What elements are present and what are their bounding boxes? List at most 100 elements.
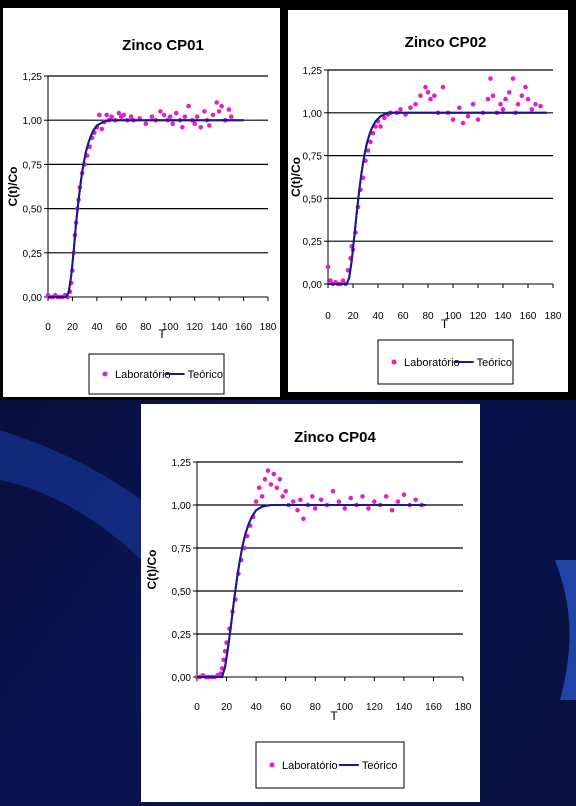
lab-data-point [460, 120, 466, 126]
y-tick-label: 0,75 [23, 160, 43, 171]
lab-data-point [340, 278, 346, 283]
y-tick-label: 1,00 [172, 501, 192, 512]
lab-data-point [194, 114, 200, 119]
lab-data-point [277, 476, 283, 482]
lab-data-point [370, 131, 376, 136]
y-tick-label: 0,75 [172, 544, 192, 555]
x-tick-label: 40 [251, 702, 263, 713]
lab-data-point [265, 468, 271, 473]
lab-data-point [413, 101, 418, 107]
lab-data-point [186, 103, 191, 109]
x-tick-label: 0 [194, 702, 200, 713]
lab-data-point [121, 112, 127, 118]
lab-data-point [475, 117, 481, 122]
y-tick-label: 0,25 [303, 237, 323, 248]
x-tick-label: 20 [347, 311, 359, 322]
lab-data-point [368, 139, 373, 145]
lab-data-point [174, 110, 179, 116]
lab-data-point [503, 96, 508, 102]
x-tick-label: 80 [310, 702, 322, 713]
y-tick-label: 0,25 [172, 630, 192, 641]
x-tick-label: 160 [425, 702, 442, 713]
lab-data-point [99, 126, 105, 132]
lab-data-point [440, 84, 446, 90]
lab-data-point [116, 110, 122, 116]
lab-data-point [395, 499, 401, 504]
lab-data-point [268, 482, 274, 487]
legend-box [377, 339, 514, 385]
chart-cp01: Zinco CP01 0,00 0,25 0,50 0,75 1,00 1,25 0 20 40 6… [6, 37, 277, 395]
lab-data-point [330, 488, 336, 494]
lab-data-point [226, 107, 232, 112]
lab-data-point [104, 112, 109, 118]
lab-data-point [295, 507, 300, 513]
x-tick-label: 100 [445, 311, 462, 322]
lab-data-point [192, 121, 197, 126]
y-tick-label: 1,25 [172, 458, 192, 469]
lab-data-point [378, 124, 383, 129]
lab-data-point [290, 499, 296, 504]
lab-data-point [529, 107, 535, 112]
lab-data-point [398, 107, 403, 112]
lab-data-point [408, 105, 413, 110]
x-tick-label: 120 [186, 322, 203, 333]
lab-data-point [498, 101, 503, 107]
lab-data-point [222, 648, 228, 654]
lab-data-point [143, 121, 149, 126]
x-tick-label: 0 [45, 322, 51, 333]
chart-panel-cp01: Zinco CP01 0,00 0,25 0,50 0,75 1,00 1,25 0 20 40 6… [3, 8, 280, 397]
lab-data-point [523, 84, 528, 90]
y-tick-label: 1,00 [23, 116, 43, 127]
lab-data-point [413, 497, 419, 503]
chart-title: Zinco CP02 [405, 34, 487, 51]
lab-data-point [519, 93, 525, 98]
lab-data-point [310, 494, 315, 499]
x-tick-label: 160 [520, 311, 537, 322]
lab-data-point [109, 114, 114, 119]
x-tick-label: 40 [372, 311, 384, 322]
lab-data-point [360, 494, 365, 499]
lab-data-point [259, 494, 265, 499]
lab-data-point [389, 507, 395, 513]
y-tick-label: 0,50 [303, 194, 323, 205]
lab-data-point [214, 100, 219, 105]
background-swoosh-left [0, 430, 141, 560]
y-tick-label: 0,00 [303, 280, 323, 291]
lab-data-point [312, 506, 318, 511]
lab-data-point [336, 499, 342, 504]
lab-data-point [301, 516, 306, 522]
x-tick-label: 100 [336, 702, 353, 713]
legend-label-lab: Laboratório [404, 357, 460, 369]
legend-label-theory: Teórico [362, 760, 397, 772]
lab-data-point [450, 117, 456, 122]
x-axis-label: T [441, 317, 449, 331]
chart-cp02: Zinco CP02 0,00 0,25 0,50 0,75 1,00 1,25 0 20 40 6… [289, 34, 562, 385]
lab-data-point [383, 494, 389, 499]
lab-data-point [170, 121, 175, 126]
lab-data-point [219, 103, 224, 109]
lab-data-point [97, 112, 102, 118]
x-tick-label: 80 [422, 311, 434, 322]
lab-data-point [167, 114, 173, 119]
x-tick-label: 60 [116, 322, 128, 333]
x-tick-label: 0 [325, 311, 331, 322]
y-axis-label: C(t)/Co [289, 157, 303, 197]
lab-data-point [216, 109, 222, 114]
lab-data-point [149, 114, 155, 119]
legend-label-lab: Laboratório [282, 760, 338, 772]
lab-data-point [180, 125, 185, 130]
lab-data-point [372, 499, 377, 504]
lab-data-point [348, 495, 353, 501]
lab-data-point [365, 148, 371, 153]
lab-data-point [418, 93, 423, 98]
lab-data-point [507, 90, 512, 95]
x-tick-label: 20 [221, 702, 233, 713]
lab-data-point [318, 497, 324, 503]
lab-data-point [158, 109, 163, 114]
lab-data-point [432, 93, 437, 98]
y-tick-label: 0,50 [23, 205, 43, 216]
lab-data-point [500, 107, 506, 112]
lab-data-point [510, 76, 516, 81]
lab-data-point [198, 125, 204, 130]
y-tick-label: 0,50 [172, 587, 192, 598]
